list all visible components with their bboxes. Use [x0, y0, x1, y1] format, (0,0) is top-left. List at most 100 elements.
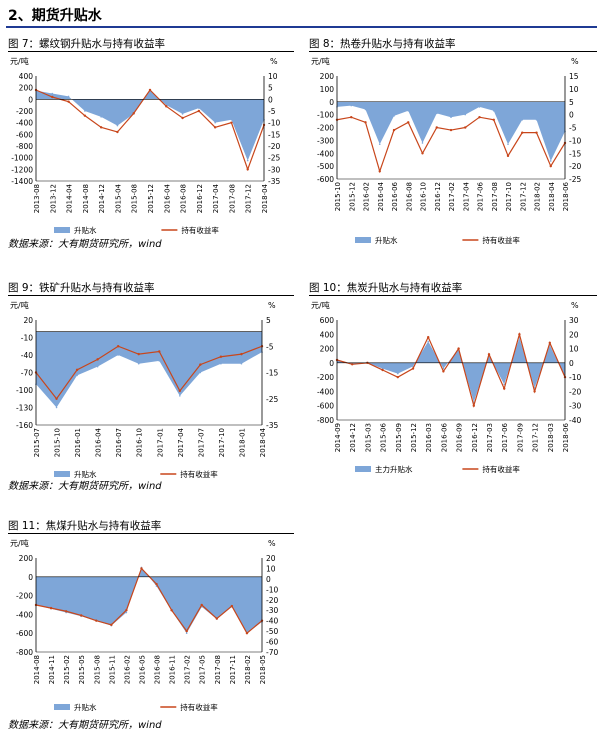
- yield-point: [125, 609, 128, 612]
- title-rule: [309, 51, 597, 52]
- spread-point: [117, 354, 119, 356]
- x-tick-label: 2015-05: [78, 655, 86, 684]
- x-tick-label: 2017-10: [505, 182, 513, 211]
- left-tick-label: 200: [320, 72, 335, 81]
- right-axis-unit: %: [571, 301, 579, 310]
- yield-point: [549, 164, 552, 168]
- yield-point: [158, 350, 161, 353]
- x-tick-label: 2018-03: [547, 423, 555, 452]
- spread-point: [397, 372, 399, 375]
- spread-point: [158, 360, 161, 362]
- chart-svg: 元/吨 % 600 400 200 0 -200 -400 -600 -800 30 20 10 0 -10…: [311, 300, 581, 474]
- x-tick-label: 2017-08: [214, 655, 222, 684]
- yield-line: [336, 116, 566, 174]
- left-tick-label: -10: [21, 334, 33, 343]
- yield-point: [75, 368, 79, 372]
- spread-point: [246, 159, 249, 162]
- x-tick-label: 2017-10: [218, 428, 226, 457]
- left-tick-label: -400: [317, 149, 334, 158]
- left-tick-label: -400: [16, 610, 33, 619]
- right-tick-label: -15: [268, 130, 280, 139]
- spread-point: [364, 108, 367, 111]
- yield-point: [421, 152, 424, 155]
- x-tick-label: 2014-12: [349, 423, 357, 452]
- x-tick-label: 2013-08: [33, 184, 41, 213]
- yield-line: [35, 345, 263, 400]
- yield-point: [533, 390, 536, 393]
- yield-point: [492, 118, 495, 121]
- chart-panel-11: 图 11：焦煤升贴水与持有收益率 元/吨% 200 0 -200 -400 -600 -80…: [8, 518, 294, 732]
- left-tick-label: 20: [23, 316, 33, 325]
- x-tick-label: 2015-07: [33, 428, 41, 457]
- left-tick-label: -40: [21, 351, 33, 360]
- x-tick-label: 2018-04: [259, 427, 267, 457]
- x-tick-label: 2016-10: [136, 428, 144, 457]
- spread-point: [450, 116, 452, 118]
- spread-point: [125, 611, 128, 614]
- x-tick-label: 2014-09: [334, 423, 342, 452]
- x-tick-label: 2017-07: [197, 428, 205, 457]
- x-tick-label: 2017-04: [177, 427, 185, 457]
- right-tick-label: 10: [268, 72, 278, 81]
- left-tick-label: -1400: [11, 177, 33, 186]
- left-tick-label: -600: [317, 175, 334, 184]
- yield-point: [219, 355, 223, 358]
- yield-point: [199, 363, 202, 366]
- right-tick-label: -70: [266, 648, 278, 657]
- chart-panel-7: 图 7：螺纹钢升贴水与持有收益率 元/吨% 400 200 0 -200 -400 -600…: [8, 36, 294, 251]
- yield-point: [464, 126, 467, 129]
- yield-point: [213, 126, 217, 129]
- yield-point: [185, 629, 188, 633]
- x-tick-label: 2014-08: [82, 184, 90, 213]
- left-tick-label: -600: [317, 402, 334, 411]
- yield-point: [116, 130, 119, 134]
- x-tick-label: 2018-04: [548, 181, 556, 211]
- spread-point: [535, 118, 538, 121]
- right-axis-unit: %: [571, 57, 579, 66]
- yield-point: [67, 100, 70, 103]
- right-tick-label: -10: [569, 136, 581, 145]
- legend-label-yield: 持有收益率: [482, 464, 520, 474]
- x-tick-label: 2016-06: [440, 422, 448, 452]
- right-tick-label: -20: [569, 162, 581, 171]
- spread-point: [427, 340, 429, 343]
- spread-point: [492, 109, 495, 112]
- right-tick-label: -15: [266, 369, 278, 378]
- left-tick-label: 200: [19, 84, 34, 93]
- yield-point: [49, 606, 53, 610]
- yield-point: [132, 112, 135, 115]
- chart-title: 图 7：螺纹钢升贴水与持有收益率: [8, 38, 166, 50]
- yield-point: [350, 116, 353, 119]
- x-tick-label: 2016-08: [180, 184, 188, 213]
- x-tick-label: 2016-03: [425, 423, 433, 452]
- spread-point: [478, 106, 481, 108]
- spread-point: [240, 362, 243, 365]
- x-tick-label: 2017-04: [462, 181, 470, 211]
- x-tick-label: 2016-08: [154, 655, 162, 684]
- yield-point: [407, 121, 410, 124]
- right-tick-label: -25: [266, 395, 278, 404]
- spread-point: [549, 160, 552, 162]
- yield-point: [427, 335, 430, 339]
- yield-point: [116, 345, 120, 348]
- x-tick-label: 2017-06: [501, 422, 509, 452]
- right-tick-label: 0: [268, 95, 273, 104]
- yield-point: [137, 352, 140, 356]
- x-tick-label: 2016-12: [196, 184, 204, 213]
- x-tick-label: 2016-12: [471, 423, 479, 452]
- left-tick-label: -400: [317, 387, 334, 396]
- legend-swatch-spread: [355, 237, 371, 243]
- x-tick-label: 2018-02: [534, 182, 542, 211]
- right-tick-label: -20: [266, 596, 278, 605]
- yield-point: [181, 116, 184, 120]
- yield-point: [435, 126, 438, 129]
- yield-point: [351, 363, 354, 366]
- x-tick-label: 2017-02: [448, 182, 456, 211]
- x-tick-label: 2015-12: [348, 182, 356, 211]
- x-tick-label: 2017-01: [156, 428, 164, 457]
- left-tick-label: 0: [28, 573, 33, 582]
- yield-point: [197, 109, 201, 113]
- x-tick-label: 2017-06: [477, 181, 485, 211]
- left-tick-label: -200: [317, 124, 334, 133]
- left-tick-label: 0: [329, 98, 334, 107]
